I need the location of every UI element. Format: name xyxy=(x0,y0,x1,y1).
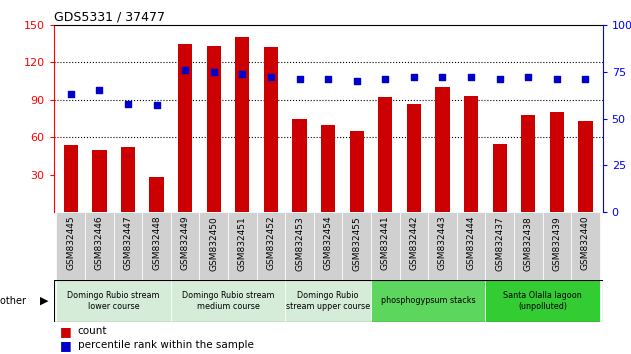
Bar xyxy=(550,112,564,212)
Bar xyxy=(399,212,428,280)
Text: GSM832454: GSM832454 xyxy=(324,216,333,270)
Bar xyxy=(485,212,514,280)
Text: GSM832440: GSM832440 xyxy=(581,216,590,270)
Bar xyxy=(92,150,107,212)
Bar xyxy=(321,125,335,212)
Text: GSM832449: GSM832449 xyxy=(180,216,190,270)
Point xyxy=(551,76,562,82)
Text: GSM832450: GSM832450 xyxy=(209,216,218,270)
Bar xyxy=(150,177,163,212)
Bar xyxy=(178,44,192,212)
Text: GSM832439: GSM832439 xyxy=(552,216,562,270)
Text: Domingo Rubio
stream upper course: Domingo Rubio stream upper course xyxy=(286,291,370,310)
Bar xyxy=(464,96,478,212)
Text: GSM832453: GSM832453 xyxy=(295,216,304,270)
Bar xyxy=(257,212,285,280)
Text: ▶: ▶ xyxy=(40,296,48,306)
Bar xyxy=(485,280,599,322)
Text: GSM832447: GSM832447 xyxy=(124,216,133,270)
Text: Domingo Rubio stream
lower course: Domingo Rubio stream lower course xyxy=(68,291,160,310)
Bar xyxy=(206,46,221,212)
Text: Santa Olalla lagoon
(unpolluted): Santa Olalla lagoon (unpolluted) xyxy=(503,291,582,310)
Bar xyxy=(457,212,485,280)
Bar xyxy=(121,147,135,212)
Bar xyxy=(171,212,199,280)
Text: GSM832442: GSM832442 xyxy=(410,216,418,270)
Text: GSM832452: GSM832452 xyxy=(266,216,276,270)
Text: other: other xyxy=(0,296,29,306)
Bar xyxy=(114,212,142,280)
Bar xyxy=(350,131,364,212)
Text: ■: ■ xyxy=(60,338,72,352)
Bar xyxy=(264,47,278,212)
Bar xyxy=(235,37,249,212)
Text: GSM832437: GSM832437 xyxy=(495,216,504,270)
Bar xyxy=(199,212,228,280)
Text: GDS5331 / 37477: GDS5331 / 37477 xyxy=(54,11,165,24)
Text: GSM832443: GSM832443 xyxy=(438,216,447,270)
Text: GSM832441: GSM832441 xyxy=(380,216,390,270)
Bar xyxy=(314,212,343,280)
Text: count: count xyxy=(78,326,107,336)
Text: GSM832445: GSM832445 xyxy=(66,216,75,270)
Bar xyxy=(57,212,85,280)
Point xyxy=(323,76,333,82)
Point xyxy=(95,87,105,93)
Bar xyxy=(171,280,285,322)
Point xyxy=(123,101,133,107)
Bar xyxy=(142,212,171,280)
Bar xyxy=(64,145,78,212)
Point xyxy=(581,76,591,82)
Bar xyxy=(343,212,371,280)
Bar xyxy=(493,144,507,212)
Point xyxy=(237,71,247,76)
Text: phosphogypsum stacks: phosphogypsum stacks xyxy=(381,296,476,306)
Text: GSM832451: GSM832451 xyxy=(238,216,247,270)
Point xyxy=(523,74,533,80)
Bar xyxy=(428,212,457,280)
Point xyxy=(151,103,162,108)
Bar xyxy=(578,121,593,212)
Bar xyxy=(543,212,571,280)
Bar xyxy=(285,212,314,280)
Bar xyxy=(57,280,171,322)
Text: GSM832448: GSM832448 xyxy=(152,216,161,270)
Text: GSM832444: GSM832444 xyxy=(466,216,476,270)
Bar xyxy=(371,280,485,322)
Bar xyxy=(407,104,421,212)
Bar xyxy=(571,212,599,280)
Point xyxy=(495,76,505,82)
Point xyxy=(266,74,276,80)
Point xyxy=(295,76,305,82)
Text: ■: ■ xyxy=(60,325,72,338)
Point xyxy=(380,76,391,82)
Bar xyxy=(85,212,114,280)
Point xyxy=(437,74,447,80)
Bar xyxy=(371,212,399,280)
Text: Domingo Rubio stream
medium course: Domingo Rubio stream medium course xyxy=(182,291,274,310)
Bar xyxy=(292,119,307,212)
Point xyxy=(351,78,362,84)
Point xyxy=(466,74,476,80)
Point xyxy=(66,91,76,97)
Point xyxy=(209,69,219,74)
Bar xyxy=(378,97,392,212)
Text: GSM832438: GSM832438 xyxy=(524,216,533,270)
Bar xyxy=(285,280,371,322)
Bar xyxy=(514,212,543,280)
Bar xyxy=(435,87,450,212)
Bar xyxy=(521,115,536,212)
Point xyxy=(409,74,419,80)
Point xyxy=(180,67,190,73)
Text: GSM832455: GSM832455 xyxy=(352,216,361,270)
Bar xyxy=(228,212,257,280)
Text: GSM832446: GSM832446 xyxy=(95,216,104,270)
Text: percentile rank within the sample: percentile rank within the sample xyxy=(78,340,254,350)
